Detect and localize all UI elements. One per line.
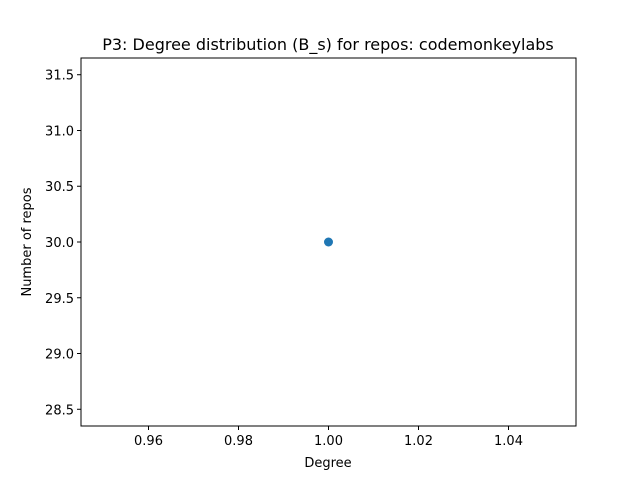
y-tick-label: 31.5 <box>45 69 74 84</box>
y-tick-label: 31.0 <box>45 124 74 139</box>
x-axis-label: Degree <box>304 456 351 471</box>
y-tick-label: 29.0 <box>45 348 74 363</box>
x-tick-label: 1.00 <box>314 434 343 449</box>
y-axis-label: Number of repos <box>20 187 35 296</box>
plot-frame <box>80 57 577 427</box>
chart-title: P3: Degree distribution (B_s) for repos:… <box>102 35 554 55</box>
plot-area: 0.96 0.98 1.00 1.02 1.04 28.5 29.0 29.5 30.0 30.5… <box>45 57 577 449</box>
x-tick-label: 1.02 <box>404 434 433 449</box>
x-tick-label: 0.98 <box>224 434 253 449</box>
x-tick-label: 1.04 <box>494 434 523 449</box>
x-tick-label: 0.96 <box>134 434 163 449</box>
y-tick-label: 29.5 <box>45 292 74 307</box>
y-tick-label: 30.0 <box>45 236 74 251</box>
data-point <box>324 237 333 247</box>
y-tick-label: 30.5 <box>45 180 74 195</box>
y-tick-label: 28.5 <box>45 403 74 418</box>
